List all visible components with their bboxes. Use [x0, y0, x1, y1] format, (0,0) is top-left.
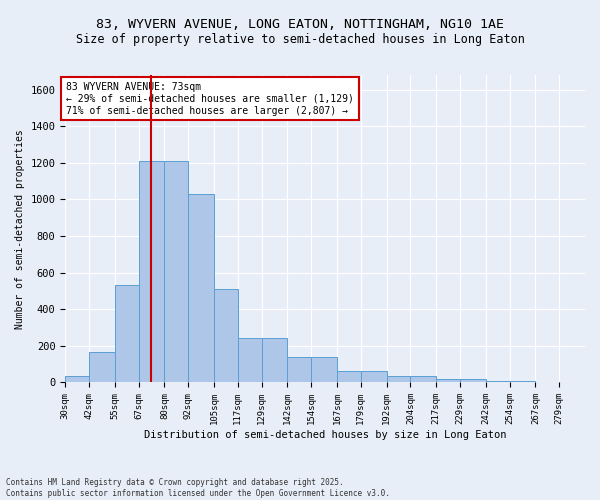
- Bar: [214, 289, 238, 382]
- Y-axis label: Number of semi-detached properties: Number of semi-detached properties: [15, 129, 25, 328]
- Text: Contains HM Land Registry data © Crown copyright and database right 2025.
Contai: Contains HM Land Registry data © Crown c…: [6, 478, 390, 498]
- Bar: [238, 338, 262, 382]
- Bar: [460, 379, 486, 382]
- Bar: [164, 161, 188, 382]
- Bar: [65, 376, 89, 382]
- Text: 83 WYVERN AVENUE: 73sqm
← 29% of semi-detached houses are smaller (1,129)
71% of: 83 WYVERN AVENUE: 73sqm ← 29% of semi-de…: [66, 82, 354, 116]
- Bar: [115, 286, 139, 382]
- Bar: [386, 376, 410, 382]
- Bar: [89, 352, 115, 382]
- Text: 83, WYVERN AVENUE, LONG EATON, NOTTINGHAM, NG10 1AE: 83, WYVERN AVENUE, LONG EATON, NOTTINGHA…: [96, 18, 504, 30]
- Bar: [188, 194, 214, 382]
- Bar: [410, 376, 436, 382]
- Bar: [436, 379, 460, 382]
- Bar: [337, 372, 361, 382]
- Bar: [262, 338, 287, 382]
- Bar: [287, 357, 311, 382]
- Bar: [139, 161, 164, 382]
- Text: Size of property relative to semi-detached houses in Long Eaton: Size of property relative to semi-detach…: [76, 32, 524, 46]
- Bar: [361, 372, 386, 382]
- Bar: [509, 380, 535, 382]
- Bar: [311, 357, 337, 382]
- Bar: [486, 380, 509, 382]
- X-axis label: Distribution of semi-detached houses by size in Long Eaton: Distribution of semi-detached houses by …: [144, 430, 506, 440]
